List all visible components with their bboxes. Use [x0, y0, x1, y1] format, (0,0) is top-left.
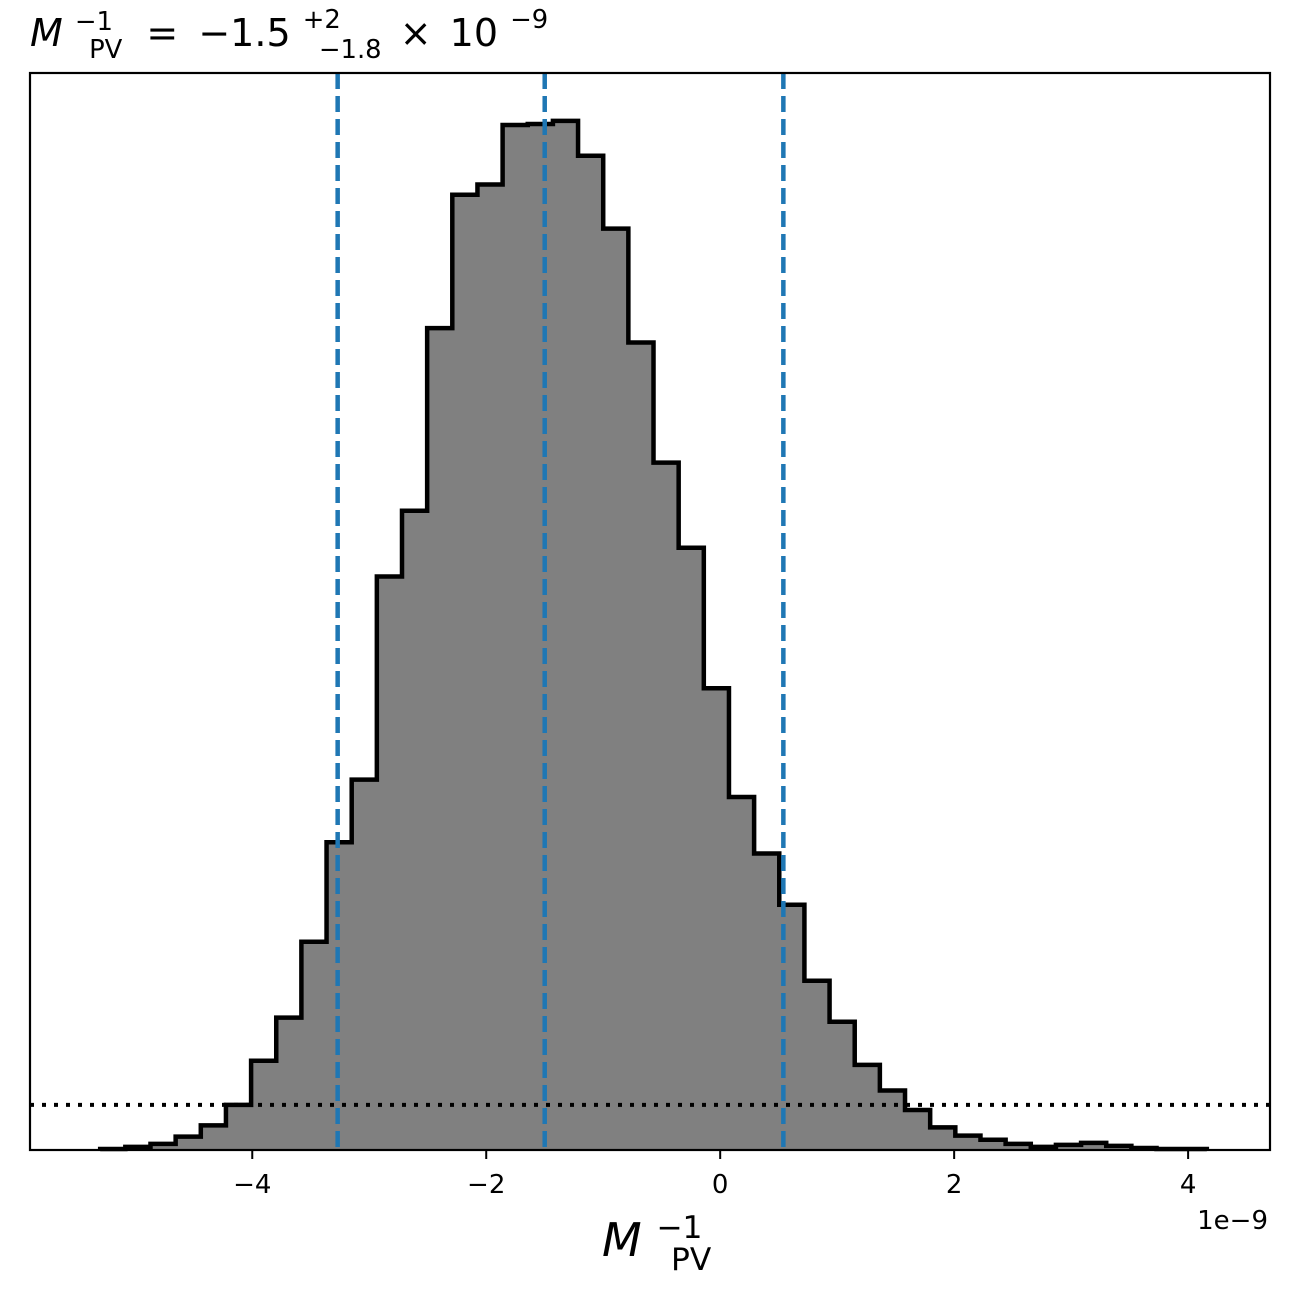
histogram-bar: [502, 125, 529, 1150]
histogram-bar: [351, 779, 378, 1150]
xlabel-symbol: M: [602, 1213, 642, 1267]
title-times: ×: [400, 11, 432, 55]
x-tick-label: 0: [712, 1170, 729, 1200]
histogram-bar: [829, 1021, 856, 1150]
histogram-bar: [804, 980, 831, 1150]
histogram-bars: [100, 120, 1208, 1151]
histogram-bar: [552, 120, 579, 1150]
chart-title: M −1 PV = −1.5 +2 −1.8 × 10 −9: [30, 0, 548, 67]
title-power-exp: −9: [510, 5, 548, 35]
histogram-outline: [97, 118, 1210, 1152]
histogram-bar: [175, 1136, 202, 1150]
histogram-bar: [879, 1090, 906, 1150]
histogram-bar: [452, 194, 478, 1150]
title-lower-error: −1.8: [319, 35, 382, 65]
xlabel-sup: −1: [656, 1210, 702, 1246]
x-tick-label: −2: [467, 1170, 505, 1200]
histogram-bar: [905, 1109, 931, 1150]
quantile-lines: [335, 73, 786, 1150]
histogram-bar: [955, 1135, 981, 1150]
xlabel-sub: PV: [671, 1242, 712, 1278]
histogram-bar: [1055, 1144, 1082, 1150]
histogram-bar: [603, 228, 629, 1151]
title-value: −1.5: [198, 11, 290, 55]
histogram-bar: [678, 547, 705, 1150]
histogram-bar: [980, 1139, 1007, 1150]
x-tick-label: −4: [233, 1170, 271, 1200]
histogram-bar: [301, 941, 328, 1150]
title-power-base: 10: [450, 11, 498, 55]
histogram-bar: [150, 1143, 177, 1150]
x-axis-label: M −1 PV: [602, 1195, 717, 1278]
histogram-bar: [854, 1064, 881, 1150]
histogram-bar: [628, 342, 655, 1151]
x-tick-label: 4: [1180, 1170, 1197, 1200]
histogram-bar: [200, 1125, 227, 1150]
x-tick-label: 2: [946, 1170, 963, 1200]
histogram-bar: [1081, 1142, 1107, 1150]
histogram-bar: [728, 797, 755, 1150]
histogram-bar: [276, 1017, 302, 1150]
title-symbol-sub: PV: [89, 35, 123, 65]
histogram-bar: [1005, 1143, 1032, 1150]
histogram-bar: [703, 688, 730, 1150]
title-upper-error: +2: [303, 5, 341, 35]
histogram-bar: [930, 1127, 956, 1150]
histogram-bar: [653, 462, 680, 1151]
title-symbol: M: [30, 11, 63, 55]
histogram-bar: [477, 184, 504, 1150]
histogram-bar: [578, 155, 604, 1150]
histogram-bar: [427, 328, 453, 1150]
histogram-bar: [225, 1104, 252, 1150]
histogram-bar: [527, 124, 554, 1150]
x-axis-ticks: −4 −2 0 2 4: [233, 1150, 1196, 1200]
title-symbol-sup: −1: [75, 7, 113, 37]
axes-frame: [28, 71, 1272, 1152]
histogram-bar: [402, 510, 428, 1150]
x-axis-offset: 1e−9: [1197, 1206, 1268, 1236]
title-equals: =: [146, 11, 178, 55]
histogram-bar: [754, 853, 780, 1150]
histogram-bar: [376, 576, 403, 1150]
